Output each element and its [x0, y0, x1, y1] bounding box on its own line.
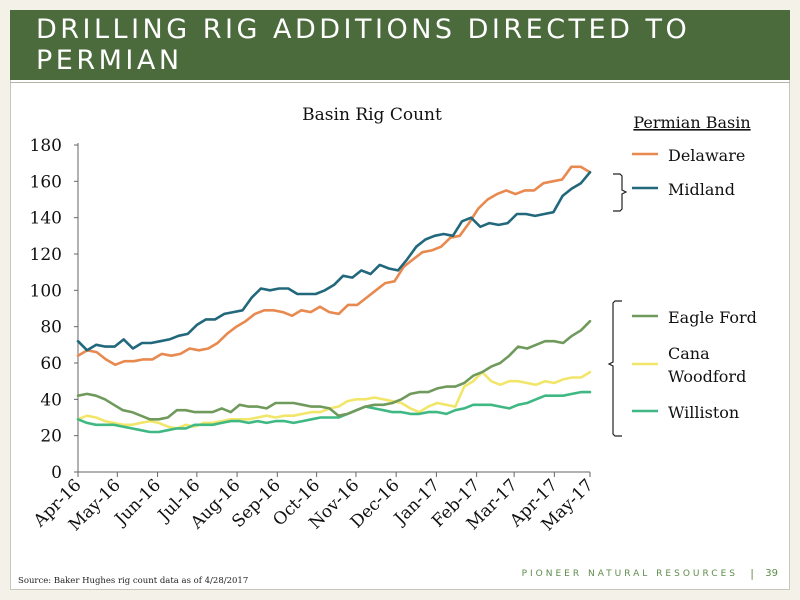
slide-title: DRILLING RIG ADDITIONS DIRECTED TO PERMI… — [36, 14, 691, 76]
title-divider — [10, 82, 790, 83]
y-tick-label: 60 — [40, 354, 62, 374]
chart-legend: Permian Basin Delaware Midland Eagle Ford Ca… — [607, 113, 757, 437]
series-line-delaware — [76, 165, 592, 367]
y-tick-label: 140 — [30, 209, 62, 229]
other-basins-bracket — [607, 300, 622, 437]
legend-label-delaware: Delaware — [668, 146, 745, 165]
permian-bracket — [613, 173, 628, 212]
series-line-cana-woodford — [76, 370, 592, 430]
legend-label-cana-woodford: Cana — [668, 344, 710, 363]
y-tick-label: 0 — [51, 463, 62, 483]
footer-separator: | — [750, 567, 754, 580]
source-note: Source: Baker Hughes rig count data as o… — [18, 576, 249, 586]
y-tick-label: 120 — [30, 245, 62, 265]
y-tick-label: 180 — [30, 136, 62, 156]
chart-series — [76, 165, 592, 434]
y-tick-label: 100 — [30, 281, 62, 301]
y-tick-label: 160 — [30, 172, 62, 192]
chart-title: Basin Rig Count — [302, 105, 442, 125]
series-line-eagle-ford — [76, 319, 592, 421]
y-tick-label: 40 — [40, 390, 62, 410]
page-number: 39 — [765, 568, 778, 579]
series-line-williston — [76, 390, 592, 434]
title-bar: DRILLING RIG ADDITIONS DIRECTED TO PERMI… — [10, 10, 790, 80]
legend-label-eagle-ford: Eagle Ford — [668, 308, 757, 327]
y-tick-label: 20 — [40, 427, 62, 447]
legend-label-williston: Williston — [668, 403, 739, 422]
legend-label-midland: Midland — [668, 180, 735, 199]
chart-axes: 020406080100120140160180Apr-16May-16Jun-… — [29, 136, 597, 535]
slide-frame — [10, 10, 790, 590]
legend-label-cana-woodford: Woodford — [668, 367, 746, 386]
legend-group-title: Permian Basin — [633, 113, 750, 132]
company-name: PIONEER NATURAL RESOURCES — [521, 569, 738, 579]
series-line-midland — [76, 171, 592, 352]
y-tick-label: 80 — [40, 318, 62, 338]
